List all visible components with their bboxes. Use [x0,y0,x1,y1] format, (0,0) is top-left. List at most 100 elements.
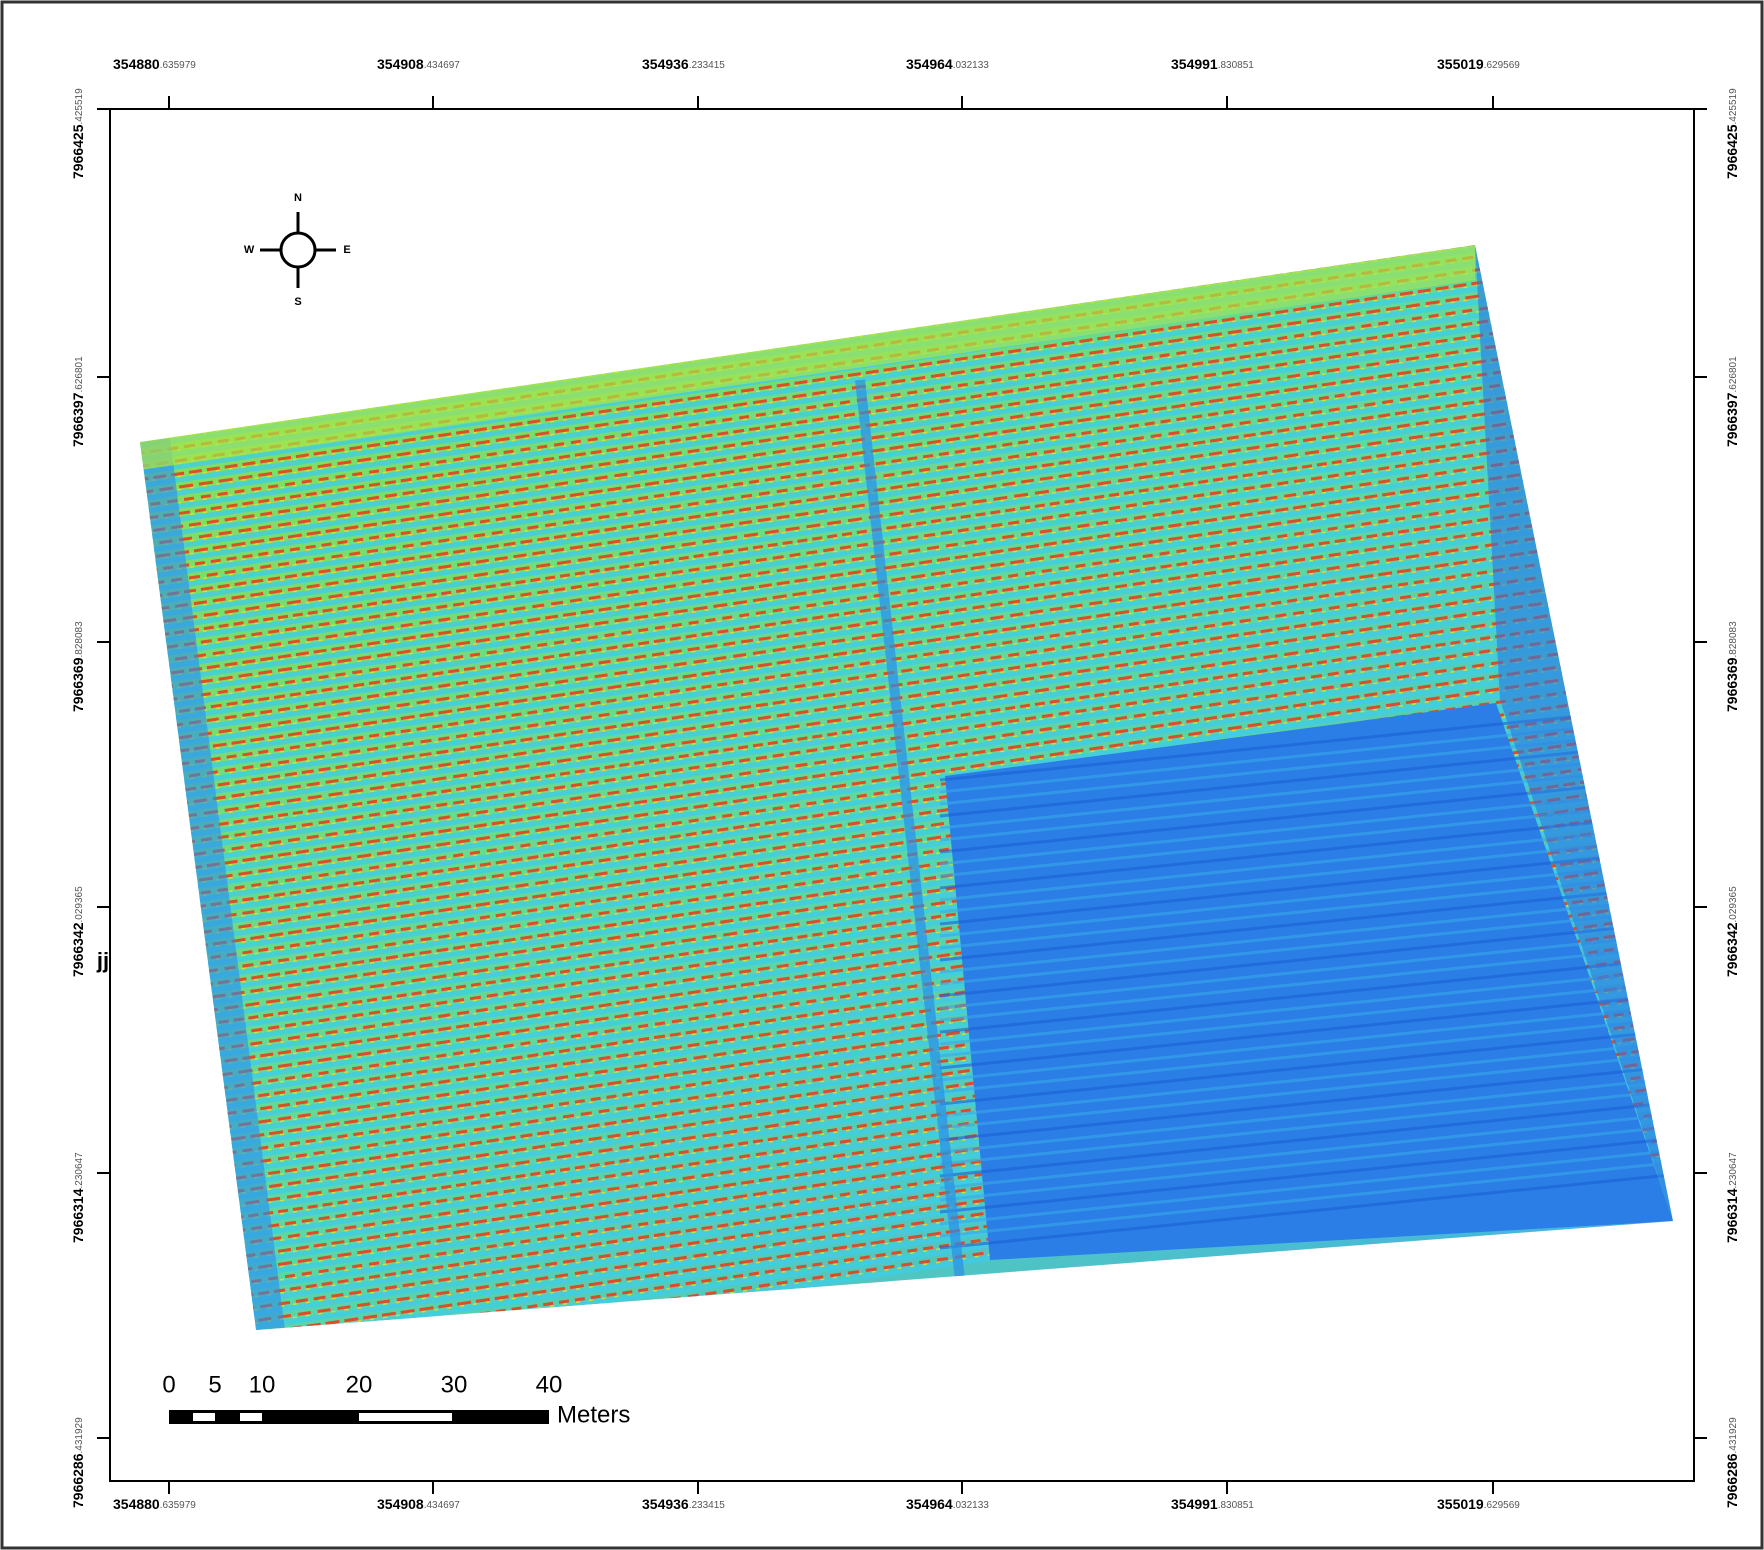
soil-stripe [939,1110,1673,1190]
soil-stripe [939,930,1673,1010]
soil-stripe [939,1038,1673,1118]
x-coordinate-label: 354880.635979 [113,56,196,72]
y-coordinate-label: 7966314.230647 [1724,1152,1740,1243]
crop-row [140,773,1673,1015]
crop-row-gap [140,369,1673,613]
crop-row-gap [140,382,1673,626]
crop-row-gap [140,475,1673,719]
coordinate-decimal: .629569 [1484,60,1521,71]
crop-row-gap [140,422,1673,666]
crop-row [140,628,1673,870]
coordinate-main: 7966425 [70,124,86,179]
coordinate-decimal: .233415 [689,1500,726,1511]
crop-row-gap [140,330,1673,574]
coordinate-main: 7966286 [70,1453,86,1508]
soil-stripe [939,1050,1673,1130]
crop-row-gap [140,264,1673,508]
scale-label: 10 [249,1371,276,1398]
coordinate-main: 354964 [906,1496,953,1512]
crop-row-gap [140,633,1673,877]
y-coordinate-label: 7966369.828083 [70,621,86,712]
soil-stripe [939,954,1673,1034]
soil-stripe [939,990,1673,1070]
y-coordinate-label: 7966286.431929 [1724,1417,1740,1508]
coordinate-main: 354880 [113,56,160,72]
crop-row [140,839,1673,1081]
coordinate-main: 354936 [642,56,689,72]
y-coordinate-label: 7966342.029365 [1724,886,1740,977]
crop-row [140,892,1673,1134]
crop-row-gap [140,567,1673,811]
crop-row-gap [140,501,1673,745]
scale-unit: Meters [557,1401,630,1428]
crop-row-gap [140,290,1673,534]
coordinate-main: 354936 [642,1496,689,1512]
crop-row-gap [140,607,1673,851]
crop-row [140,998,1673,1240]
compass-ring [279,231,317,269]
x-coordinate-label: 355019.629569 [1437,1496,1520,1512]
crop-row-gap [140,541,1673,785]
y-coordinate-label: 7966425.425519 [1724,88,1740,179]
scale-label: 5 [208,1371,221,1398]
coordinate-decimal: .629569 [1484,1500,1521,1511]
crop-row-gap [140,250,1673,494]
coordinate-decimal: .032133 [953,1500,990,1511]
crop-row [140,1090,1673,1330]
coordinate-decimal: .434697 [424,60,461,71]
crop-row-gap [140,435,1673,679]
x-coordinate-label: 354936.233415 [642,56,725,72]
coordinate-main: 7966286 [1724,1453,1740,1508]
crop-row [140,826,1673,1068]
crop-row [140,483,1673,725]
coordinate-decimal: .635979 [160,60,197,71]
scale-bar-segment [359,1413,452,1421]
soil-stripe [939,918,1673,998]
coordinate-main: 7966369 [70,657,86,712]
coordinate-decimal: .434697 [424,1500,461,1511]
coordinate-main: 354908 [377,1496,424,1512]
x-coordinate-label: 355019.629569 [1437,56,1520,72]
scale-bar: Meters 0 5 10 20 30 40 [162,1371,630,1428]
coordinate-decimal: .230647 [74,1152,85,1189]
coordinate-decimal: .029365 [1728,886,1739,923]
crop-row-gap [140,343,1673,587]
crop-row [140,1117,1673,1330]
y-coordinate-label: 7966425.425519 [70,88,86,179]
coordinate-decimal: .830851 [1218,60,1255,71]
crop-row [140,430,1673,672]
crop-row [140,311,1673,553]
coordinate-decimal: .431929 [74,1417,85,1454]
field-border-left [140,438,285,1330]
coordinate-main: 354880 [113,1496,160,1512]
crop-row-gap [140,303,1673,547]
soil-stripe [939,1026,1673,1106]
crop-row-gap [140,396,1673,640]
crop-row [140,457,1673,699]
coordinate-decimal: .431929 [1728,1417,1739,1454]
soil-stripe [939,966,1673,1046]
crop-row [140,615,1673,857]
crop-row [140,470,1673,712]
compass-w: W [244,244,255,256]
scale-bar-segment [193,1413,215,1421]
soil-stripe [939,1014,1673,1094]
crop-row [140,377,1673,619]
x-coordinate-label: 354964.032133 [906,1496,989,1512]
crop-row-gap [140,646,1673,890]
crop-row [140,971,1673,1213]
scale-bar-segment [240,1413,262,1421]
compass: N E S W [244,192,351,308]
crop-row-gap [140,277,1673,521]
coordinate-decimal: .635979 [160,1500,197,1511]
coordinate-decimal: .828083 [1728,621,1739,658]
map-frame [109,108,1695,1482]
soil-stripe [939,1122,1673,1202]
crop-row-gap [140,356,1673,600]
soil-stripe [939,1170,1673,1250]
crop-row [140,404,1673,646]
crop-row-gap [140,594,1673,838]
crop-row-gap [140,660,1673,904]
